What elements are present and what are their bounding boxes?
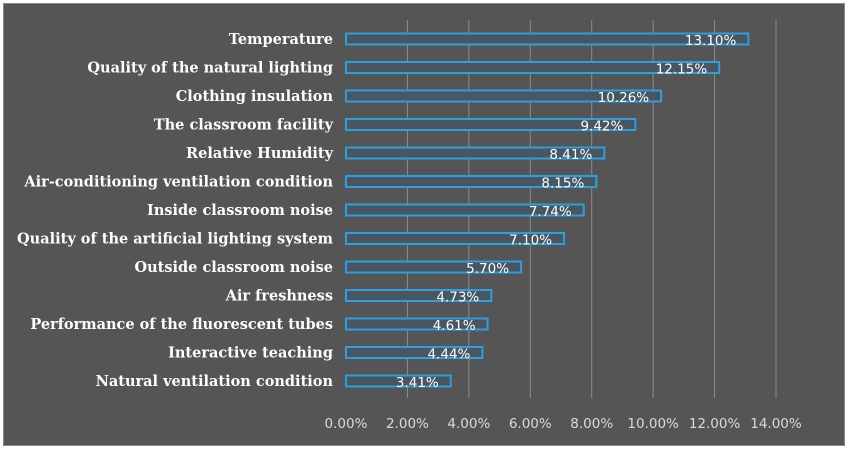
- data-label: 4.73%: [436, 290, 479, 306]
- bars: [345, 32, 750, 388]
- bar: [345, 289, 493, 302]
- data-label: 3.41%: [396, 375, 439, 391]
- category-label: Relative Humidity: [186, 145, 334, 162]
- data-label: 7.10%: [509, 233, 552, 249]
- category-label: Interactive teaching: [168, 345, 333, 362]
- data-label: 9.42%: [580, 119, 623, 135]
- gridlines: [406, 20, 777, 398]
- data-label: 8.41%: [549, 147, 592, 163]
- category-label: Inside classroom noise: [147, 202, 333, 219]
- category-label: Performance of the fluorescent tubes: [30, 316, 333, 333]
- category-label: Outside classroom noise: [135, 259, 334, 276]
- x-tick-label: 10.00%: [627, 416, 679, 432]
- chart-frame: [3, 3, 845, 446]
- bar: [345, 61, 721, 74]
- data-label: 4.61%: [433, 318, 476, 334]
- x-tick-label: 0.00%: [325, 416, 368, 432]
- x-tick-label: 12.00%: [689, 416, 741, 432]
- x-tick-label: 14.00%: [750, 416, 802, 432]
- category-labels: Temperature Quality of the natural lighti…: [17, 31, 334, 390]
- bar: [345, 118, 637, 131]
- data-label: 13.10%: [685, 33, 737, 49]
- category-label: Air freshness: [225, 288, 333, 305]
- data-label: 8.15%: [541, 176, 584, 192]
- category-label: Quality of the artificial lighting syste…: [17, 231, 334, 248]
- bar: [345, 232, 566, 245]
- bar: [345, 32, 750, 46]
- category-label: Quality of the natural lighting: [87, 60, 333, 77]
- data-label: 4.44%: [427, 347, 470, 363]
- category-label: Clothing insulation: [176, 88, 334, 105]
- category-label: Air-conditioning ventilation condition: [23, 174, 333, 191]
- x-tick-label: 4.00%: [447, 416, 490, 432]
- category-label: Natural ventilation condition: [96, 373, 334, 390]
- x-tick-label: 6.00%: [509, 416, 552, 432]
- bar: [345, 260, 523, 274]
- bar: [345, 89, 663, 103]
- data-label: 7.74%: [529, 204, 572, 220]
- data-labels: 13.10% 12.15% 10.26% 9.42% 8.41% 8.15% 7.74% 7.…: [396, 33, 737, 391]
- data-label: 5.70%: [466, 261, 509, 277]
- x-tick-label: 8.00%: [570, 416, 613, 432]
- data-label: 10.26%: [598, 90, 650, 106]
- x-tick-label: 2.00%: [386, 416, 429, 432]
- bar: [345, 175, 598, 188]
- bar: [345, 317, 489, 331]
- bar: [345, 374, 452, 388]
- bar: [345, 346, 484, 359]
- category-label: Temperature: [229, 31, 333, 48]
- data-label: 12.15%: [656, 62, 708, 78]
- bar: [345, 203, 585, 217]
- category-label: The classroom facility: [154, 117, 334, 134]
- bar: [345, 146, 606, 160]
- x-axis-tick-labels: 0.00% 2.00% 4.00% 6.00% 8.00% 10.00% 12.00% 14.…: [325, 416, 802, 432]
